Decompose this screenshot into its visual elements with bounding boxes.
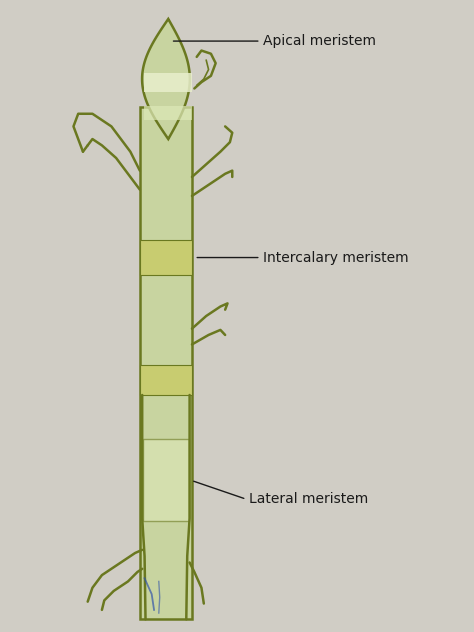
Polygon shape	[140, 107, 192, 619]
Bar	[144, 106, 192, 120]
Bar	[144, 73, 192, 92]
Bar	[140, 240, 192, 275]
Bar	[140, 365, 192, 395]
Text: Apical meristem: Apical meristem	[263, 34, 376, 48]
Text: Intercalary meristem: Intercalary meristem	[263, 250, 409, 265]
Bar	[143, 439, 189, 521]
Polygon shape	[142, 19, 190, 139]
Text: Lateral meristem: Lateral meristem	[249, 492, 368, 506]
